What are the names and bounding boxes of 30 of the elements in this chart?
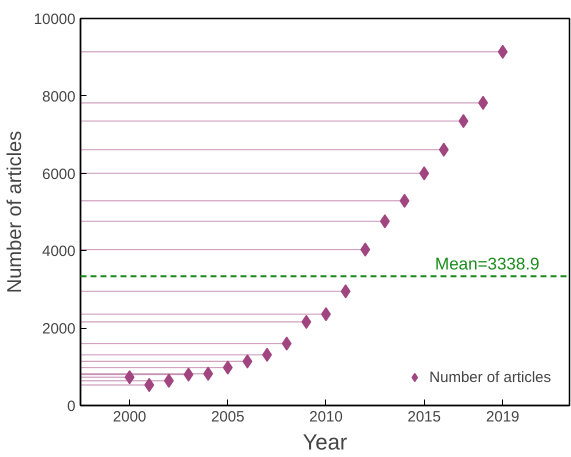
point bbox=[438, 142, 449, 157]
point bbox=[498, 44, 508, 59]
y-tick-label: 4000 bbox=[42, 243, 76, 260]
ref-line-label: Mean=3338.9 bbox=[435, 254, 540, 274]
y-tick-label: 2000 bbox=[42, 320, 76, 338]
legend-label: Number of articles bbox=[429, 368, 551, 386]
y-axis-title: Number of articles bbox=[4, 130, 26, 294]
y-tick-label: 0 bbox=[67, 398, 76, 415]
y-tick-label: 10000 bbox=[34, 11, 76, 28]
point bbox=[360, 242, 370, 257]
x-tick-label: 2019 bbox=[486, 408, 520, 426]
x-axis-title: Year bbox=[302, 430, 348, 454]
point bbox=[124, 370, 135, 384]
x-tick-label: 2005 bbox=[211, 408, 244, 426]
y-tick-label: 6000 bbox=[42, 166, 76, 183]
point bbox=[282, 336, 292, 351]
point bbox=[222, 360, 233, 375]
point bbox=[164, 374, 174, 388]
point bbox=[380, 214, 390, 228]
x-tick-label: 2015 bbox=[407, 408, 441, 426]
point bbox=[144, 378, 154, 392]
x-tick-label: 2000 bbox=[112, 408, 146, 426]
point bbox=[242, 354, 252, 368]
y-tick-label: 8000 bbox=[42, 88, 76, 106]
point bbox=[301, 314, 312, 330]
point bbox=[340, 284, 351, 298]
point bbox=[419, 166, 430, 180]
x-tick-label: 2010 bbox=[309, 408, 343, 426]
point bbox=[478, 96, 488, 110]
point bbox=[203, 366, 214, 381]
